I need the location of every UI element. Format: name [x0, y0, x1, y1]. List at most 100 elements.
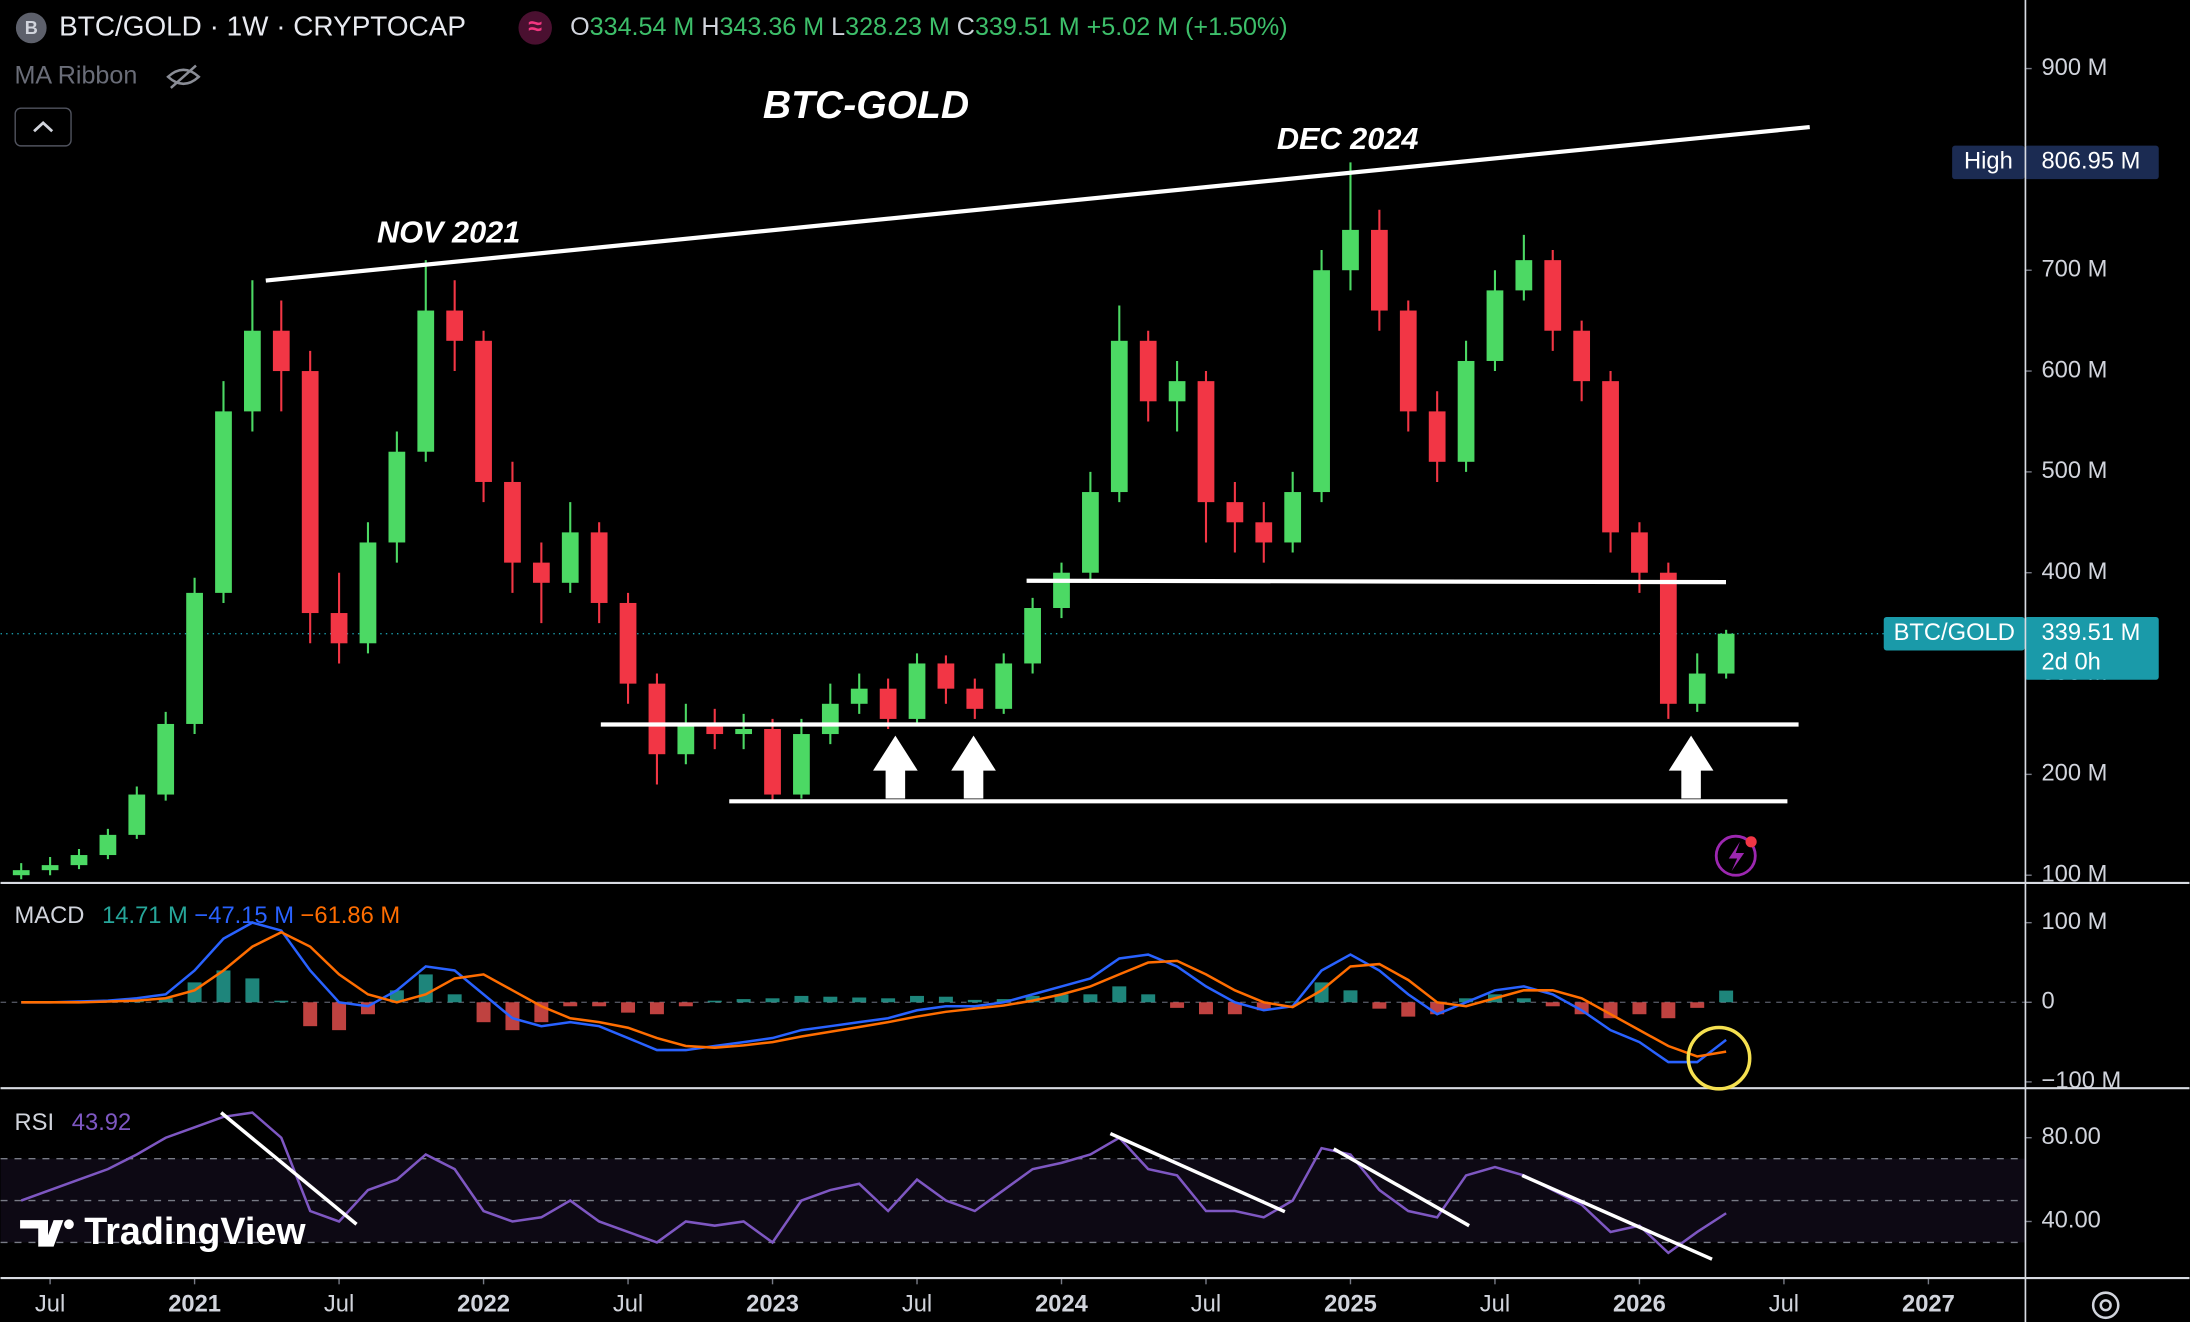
histogram-bar: [707, 1000, 722, 1003]
candle-body: [1168, 381, 1186, 402]
histogram-bar: [1459, 998, 1474, 1003]
settings-icon[interactable]: [2091, 1291, 2120, 1320]
candle-body: [850, 688, 868, 704]
histogram-bar: [1025, 995, 1040, 1003]
symbol-icon[interactable]: [15, 12, 47, 44]
gear-hub[interactable]: [2099, 1299, 2112, 1312]
histogram-bar: [216, 970, 231, 1003]
candle-body: [1284, 492, 1302, 543]
candle-body: [1082, 492, 1099, 573]
candle-body: [359, 542, 377, 644]
candle-body: [1024, 608, 1041, 664]
x-tick-label: 2021: [168, 1292, 221, 1318]
candle-body: [1688, 673, 1706, 704]
candle-body: [764, 729, 781, 795]
logo-dot[interactable]: [64, 1219, 74, 1230]
candle-body: [1342, 229, 1359, 271]
y-tick-label: 100 M: [2041, 909, 2107, 935]
rsi-value: 43.92: [72, 1110, 131, 1136]
hide-icon[interactable]: [166, 64, 201, 89]
candle-body: [1110, 340, 1128, 493]
symbol[interactable]: BTC/GOLD · 1W · CRYPTOCAP: [59, 10, 466, 41]
indicator-name[interactable]: MA Ribbon: [15, 61, 138, 89]
histogram-bar: [389, 990, 404, 1003]
symbol-icon-text: B: [25, 18, 38, 38]
histogram-bar: [1285, 1001, 1300, 1003]
candle-body: [677, 723, 695, 755]
logo-mark[interactable]: [20, 1220, 64, 1247]
histogram-bar: [1661, 1002, 1676, 1019]
candle-body: [908, 663, 926, 719]
x-tick-label: Jul: [1191, 1292, 1221, 1318]
alert-bolt[interactable]: [1728, 841, 1745, 872]
price-label-name: High: [1964, 149, 2013, 175]
candle-body: [475, 340, 492, 482]
macd-line: [21, 921, 1727, 1064]
candle-body: [590, 532, 608, 603]
candle-body: [128, 794, 146, 835]
alert-ring[interactable]: [1714, 834, 1757, 877]
candle-body: [1659, 572, 1677, 704]
candle-body: [735, 729, 753, 735]
candle-body: [1226, 502, 1244, 523]
candle-body: [793, 734, 810, 795]
histogram-bar: [592, 1002, 607, 1007]
compare-glyph: ≈: [528, 13, 542, 41]
collapse-button[interactable]: [14, 107, 72, 147]
x-tick-label: Jul: [1769, 1292, 1799, 1318]
ohlc-value: 343.36 M: [719, 13, 824, 41]
histogram-bar: [303, 1002, 318, 1027]
ohlc-value: 339.51 M: [975, 13, 1080, 41]
histogram-bar: [274, 1000, 289, 1003]
histogram-bar: [1199, 1002, 1213, 1015]
histogram-bar: [360, 1002, 375, 1015]
price-label-box: [1883, 616, 2025, 651]
histogram-bar: [794, 995, 809, 1003]
candle-body: [648, 683, 666, 755]
histogram-bar: [505, 1002, 520, 1031]
compare-icon[interactable]: [518, 11, 552, 45]
logo[interactable]: TradingView: [20, 1210, 306, 1252]
ohlc-label: C: [957, 13, 975, 41]
trend-line: [265, 124, 1810, 283]
histogram-bar: [765, 998, 780, 1003]
up-arrow: [951, 735, 996, 799]
logo-text[interactable]: TradingView: [84, 1210, 306, 1252]
price-label-value: 806.95 M: [2041, 149, 2140, 175]
ohlc-label: H: [701, 13, 719, 41]
x-tick-label: 2026: [1613, 1292, 1666, 1318]
eye-slash[interactable]: [170, 64, 197, 89]
collapse-caret[interactable]: [33, 120, 54, 133]
price-label-value-box: [2024, 145, 2159, 180]
alert-icon[interactable]: [1714, 834, 1757, 877]
histogram-bar: [852, 997, 867, 1003]
ohlc-label: O: [570, 13, 590, 41]
candle-body: [1428, 411, 1446, 462]
candle-body: [41, 865, 59, 871]
candle-body: [937, 663, 955, 689]
y-tick-label: 80.00: [2041, 1124, 2100, 1150]
candle-body: [1515, 260, 1533, 291]
histogram-bar: [1112, 986, 1127, 1003]
histogram-bar: [1256, 1002, 1271, 1011]
support-line: [1026, 578, 1726, 585]
price-label-box: [1952, 145, 2025, 180]
histogram-bar: [1054, 994, 1069, 1003]
candle-body: [706, 723, 724, 735]
gear[interactable]: [2091, 1291, 2120, 1320]
y-tick-label: 500 M: [2041, 458, 2107, 484]
candle-body: [157, 723, 175, 795]
histogram-bar: [245, 978, 260, 1003]
candle-body: [561, 532, 579, 583]
alert-dot[interactable]: [1745, 836, 1757, 848]
histogram-bar: [1574, 1002, 1589, 1015]
ohlc-value: 328.23 M: [845, 13, 950, 41]
candle-body: [186, 592, 203, 724]
candle-body: [1631, 532, 1648, 573]
candle-body: [879, 688, 897, 719]
histogram-bar: [1170, 1002, 1185, 1008]
x-tick-label: Jul: [324, 1292, 354, 1318]
macd-title: MACD: [15, 903, 85, 929]
histogram-bar: [476, 1002, 491, 1023]
histogram-bar: [1343, 990, 1358, 1003]
